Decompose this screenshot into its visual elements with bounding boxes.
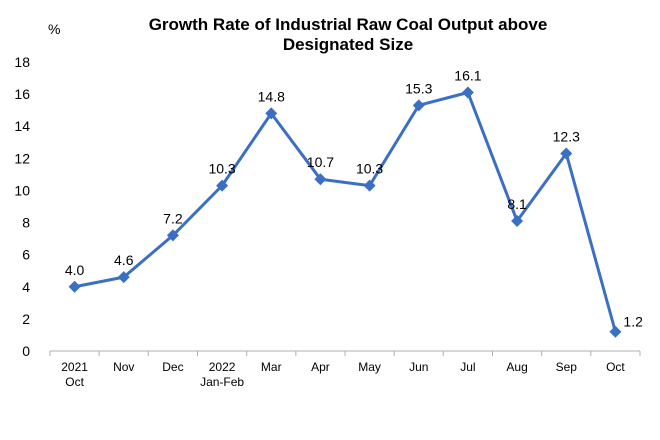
x-tick-label: Apr	[311, 360, 330, 374]
chart-title: Growth Rate of Industrial Raw Coal Outpu…	[149, 15, 548, 54]
data-label: 15.3	[405, 80, 432, 96]
x-tick-label: May	[358, 360, 381, 374]
y-tick-label: 12	[14, 150, 30, 166]
data-label: 14.8	[258, 88, 285, 104]
x-tick-label: Jul	[460, 360, 475, 374]
y-tick-label: 10	[14, 182, 30, 198]
data-point-marker	[461, 86, 474, 99]
data-point-marker	[117, 271, 130, 284]
chart-title-line-1: Growth Rate of Industrial Raw Coal Outpu…	[149, 15, 548, 34]
y-tick-label: 16	[14, 86, 30, 102]
series-line	[74, 91, 617, 333]
y-tick-label: 4	[22, 279, 30, 295]
y-axis-ticks: 0 2 4 6 8 10 12 14 16 18	[14, 54, 30, 359]
x-tick-label: Jan-Feb	[200, 375, 244, 389]
y-tick-label: 18	[14, 54, 30, 70]
data-point-marker	[216, 179, 229, 192]
x-tick-label: Dec	[162, 360, 183, 374]
x-tick-label: Aug	[506, 360, 527, 374]
data-label: 1.2	[623, 314, 643, 330]
y-tick-label: 0	[22, 343, 30, 359]
data-point-marker	[166, 229, 179, 242]
data-point-marker	[363, 179, 376, 192]
data-point-marker	[560, 147, 573, 160]
x-tick-label: Oct	[606, 360, 625, 374]
x-tick-label: Mar	[261, 360, 282, 374]
data-label: 10.3	[356, 161, 383, 177]
data-label: 7.2	[163, 210, 183, 226]
data-point-marker	[412, 99, 425, 112]
data-point-marker	[511, 214, 524, 227]
x-tick-label: Nov	[113, 360, 134, 374]
data-label: 12.3	[553, 129, 580, 145]
data-point-marker	[68, 280, 81, 293]
data-label: 4.0	[65, 262, 85, 278]
x-tick-label: Oct	[65, 375, 84, 389]
data-point-marker	[314, 173, 327, 186]
y-tick-label: 6	[22, 247, 30, 263]
series-growth-rate	[68, 86, 622, 338]
y-tick-label: 2	[22, 311, 30, 327]
x-tick-label: 2022	[209, 360, 236, 374]
chart-title-line-2: Designated Size	[283, 35, 413, 54]
x-tick-label: Jun	[409, 360, 428, 374]
data-labels: 4.0 4.6 7.2 10.3 14.8 10.7 10.3 15.3 16.1 8.1 12.3…	[65, 68, 643, 330]
y-unit-label: %	[48, 21, 60, 37]
x-tick-label: 2021	[61, 360, 88, 374]
data-label: 10.7	[307, 154, 334, 170]
data-label: 4.6	[114, 252, 134, 268]
y-tick-label: 14	[14, 118, 30, 134]
data-label: 16.1	[454, 68, 481, 84]
y-tick-label: 8	[22, 215, 30, 231]
data-point-marker	[265, 107, 278, 120]
data-label: 10.3	[208, 161, 235, 177]
x-tick-label: Sep	[556, 360, 578, 374]
data-label: 8.1	[507, 196, 527, 212]
data-point-marker	[609, 325, 622, 338]
